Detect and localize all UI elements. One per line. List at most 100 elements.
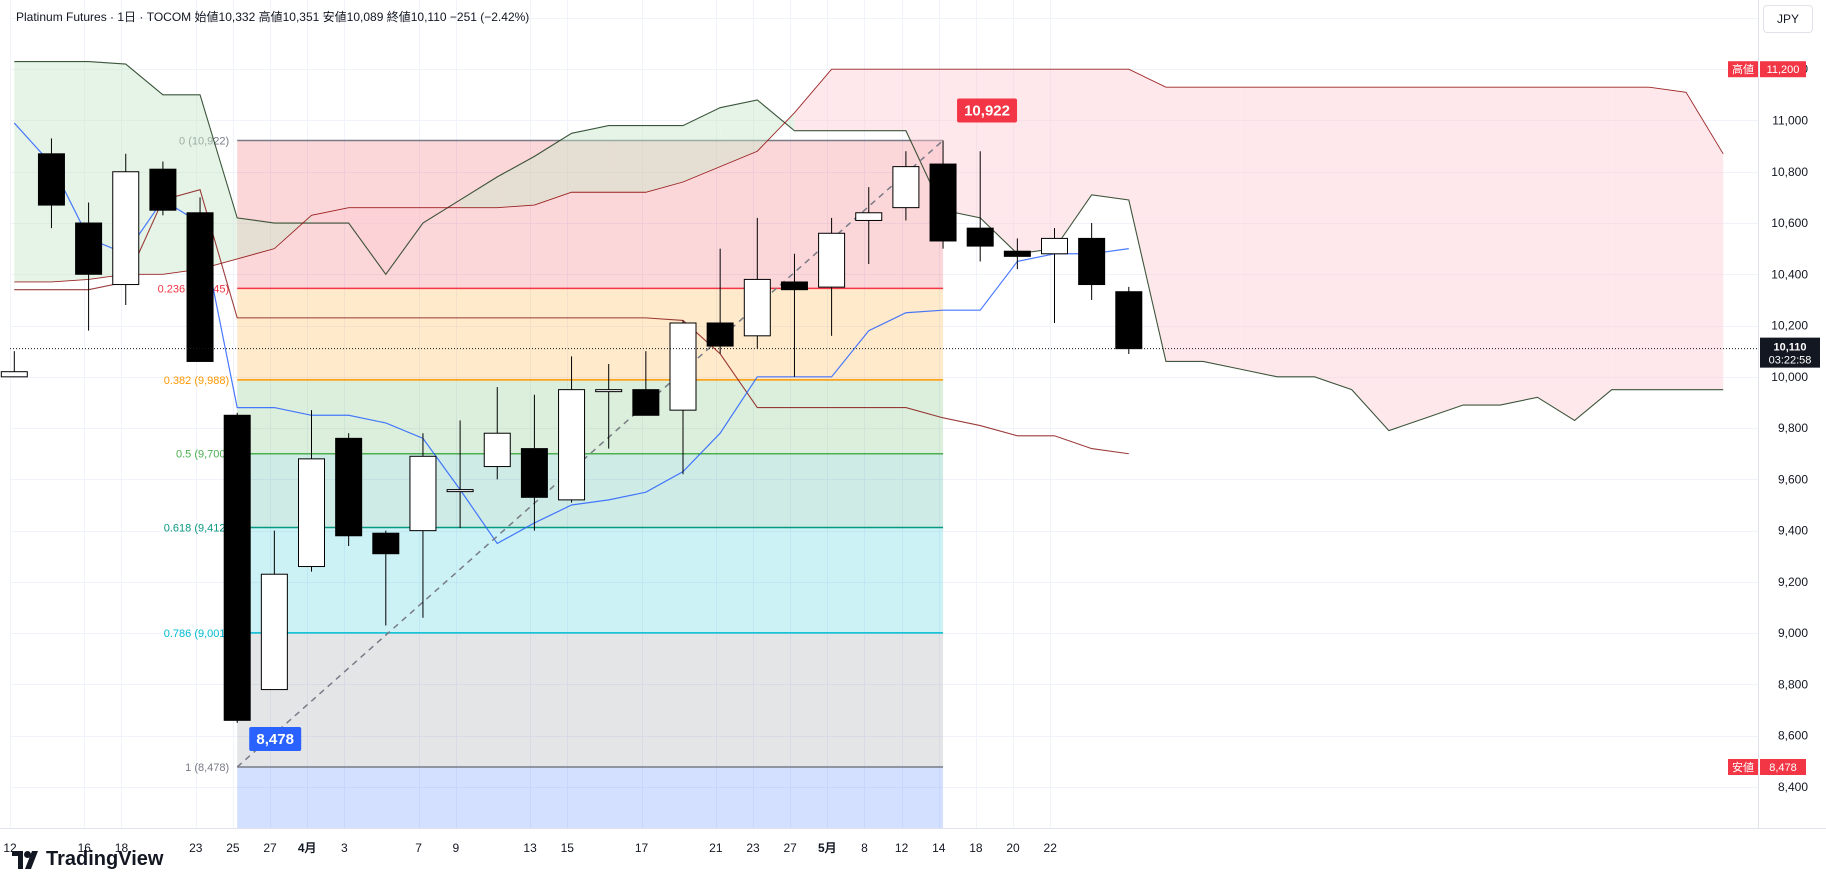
low-marker: 安値 8,478 <box>1728 758 1806 775</box>
candle <box>260 530 288 691</box>
cloud-segment <box>422 199 461 224</box>
tradingview-logo-text: TradingView <box>46 848 164 870</box>
low-value: 10,089 <box>346 10 384 24</box>
fib-level-label: 0.382 (9,988) <box>164 375 229 387</box>
fib-level-label: 0.618 (9,412) <box>164 523 229 535</box>
candle <box>112 153 140 306</box>
time-axis[interactable]: 12 16 18 23 25 27 4月 3 7 9 13 15 17 21 23 27 5月 8 12 14 18 20… <box>3 841 1057 855</box>
low-marker-label-bg <box>1728 758 1758 775</box>
time-tick-label: 17 <box>635 841 649 855</box>
candle-body <box>446 489 474 493</box>
low-marker-value-bg <box>1760 758 1806 775</box>
candle-body <box>260 573 288 691</box>
peak-label-text: 10,922 <box>964 102 1010 119</box>
candle <box>558 356 586 503</box>
cloud-segment <box>1017 69 1055 254</box>
currency-button[interactable]: JPY <box>1763 5 1813 33</box>
candle <box>37 138 65 229</box>
candle <box>409 433 437 618</box>
peak-label: 10,922 <box>957 98 1018 123</box>
trough-label: 8,478 <box>249 726 302 751</box>
time-tick-label: 25 <box>226 841 240 855</box>
bar-countdown: 03:22:58 <box>1769 355 1812 367</box>
fib-level-label: 0 (10,922) <box>179 135 229 147</box>
cloud-segment <box>645 125 683 193</box>
kijun-sen-line <box>14 189 1129 455</box>
cloud-segment <box>980 69 1018 254</box>
cloud-segment <box>1463 87 1501 406</box>
candle <box>149 161 177 216</box>
exchange: TOCOM <box>146 10 192 24</box>
tradingview-logo-icon <box>12 850 38 869</box>
candle <box>1078 223 1106 300</box>
time-tick-label: 22 <box>1044 841 1058 855</box>
time-tick-label: 15 <box>561 841 575 855</box>
candle <box>818 217 846 336</box>
candle-body <box>558 389 586 501</box>
candle-body <box>818 232 846 288</box>
price-tick-label: 11,000 <box>1772 113 1808 127</box>
candle-body <box>298 458 325 568</box>
candle-body <box>75 222 103 275</box>
candle-body <box>632 389 660 416</box>
price-tick-label: 9,000 <box>1778 626 1808 640</box>
candle-body <box>743 278 771 337</box>
open-value: 10,332 <box>218 10 256 24</box>
candle <box>780 253 808 377</box>
cloud-segment <box>1574 87 1612 421</box>
candle <box>1115 286 1143 355</box>
price-tick-label: 9,400 <box>1778 524 1808 538</box>
time-tick-label: 8 <box>861 841 868 855</box>
cloud-segment <box>571 125 609 193</box>
high-label: 高値 <box>258 10 283 24</box>
price-tick-label: 8,800 <box>1778 677 1808 691</box>
candle <box>372 530 400 626</box>
candle-body <box>706 322 734 347</box>
price-tick-label: 9,200 <box>1778 575 1808 589</box>
candle <box>520 394 548 531</box>
price-tick-label: 10,000 <box>1771 370 1808 384</box>
candle <box>0 351 28 378</box>
fib-zone <box>237 527 944 633</box>
cloud-segment <box>683 107 721 183</box>
candle-body <box>0 371 28 378</box>
candle <box>669 320 697 475</box>
candle <box>223 412 251 723</box>
candle-body <box>223 414 251 721</box>
low-marker-value: 8,478 <box>1769 762 1797 774</box>
time-tick-label: 27 <box>783 841 797 855</box>
time-tick-label: 14 <box>932 841 946 855</box>
tradingview-logo[interactable]: TradingView <box>12 848 163 871</box>
fib-zone <box>237 766 944 828</box>
close-value: 10,110 <box>410 10 447 24</box>
cloud-segment <box>1240 87 1278 377</box>
time-tick-label: 4月 <box>298 841 317 855</box>
cloud-segment <box>1165 87 1204 362</box>
candle-body <box>483 432 511 468</box>
senkou-span-b-line <box>14 68 1724 283</box>
open-label: 始値 <box>194 10 219 24</box>
symbol-name: Platinum Futures <box>16 10 107 24</box>
cloud-segment <box>1277 87 1315 377</box>
candle-body <box>855 212 883 221</box>
candle-body <box>335 437 363 537</box>
cloud-segment <box>311 207 349 224</box>
price-axis[interactable]: 11,40011,20011,00010,80010,60010,40010,2… <box>1771 11 1808 794</box>
interval: 1日 <box>117 10 137 24</box>
symbol-header: Platinum Futures · 1日 · TOCOM 始値10,332 高… <box>16 10 530 24</box>
trough-label-text: 8,478 <box>256 731 294 748</box>
current-price-value: 10,110 <box>1773 342 1806 354</box>
time-tick-label: 3 <box>341 841 348 855</box>
time-tick-label: 9 <box>452 841 459 855</box>
candle-body <box>409 455 437 532</box>
cloud-segment <box>608 125 646 193</box>
close-label: 終値 <box>386 10 411 24</box>
candle-body <box>1041 237 1068 255</box>
candle-body <box>186 212 214 362</box>
candle-body <box>669 322 697 411</box>
fib-zone <box>237 288 944 380</box>
price-tick-label: 9,600 <box>1778 472 1808 486</box>
candle <box>892 151 920 221</box>
